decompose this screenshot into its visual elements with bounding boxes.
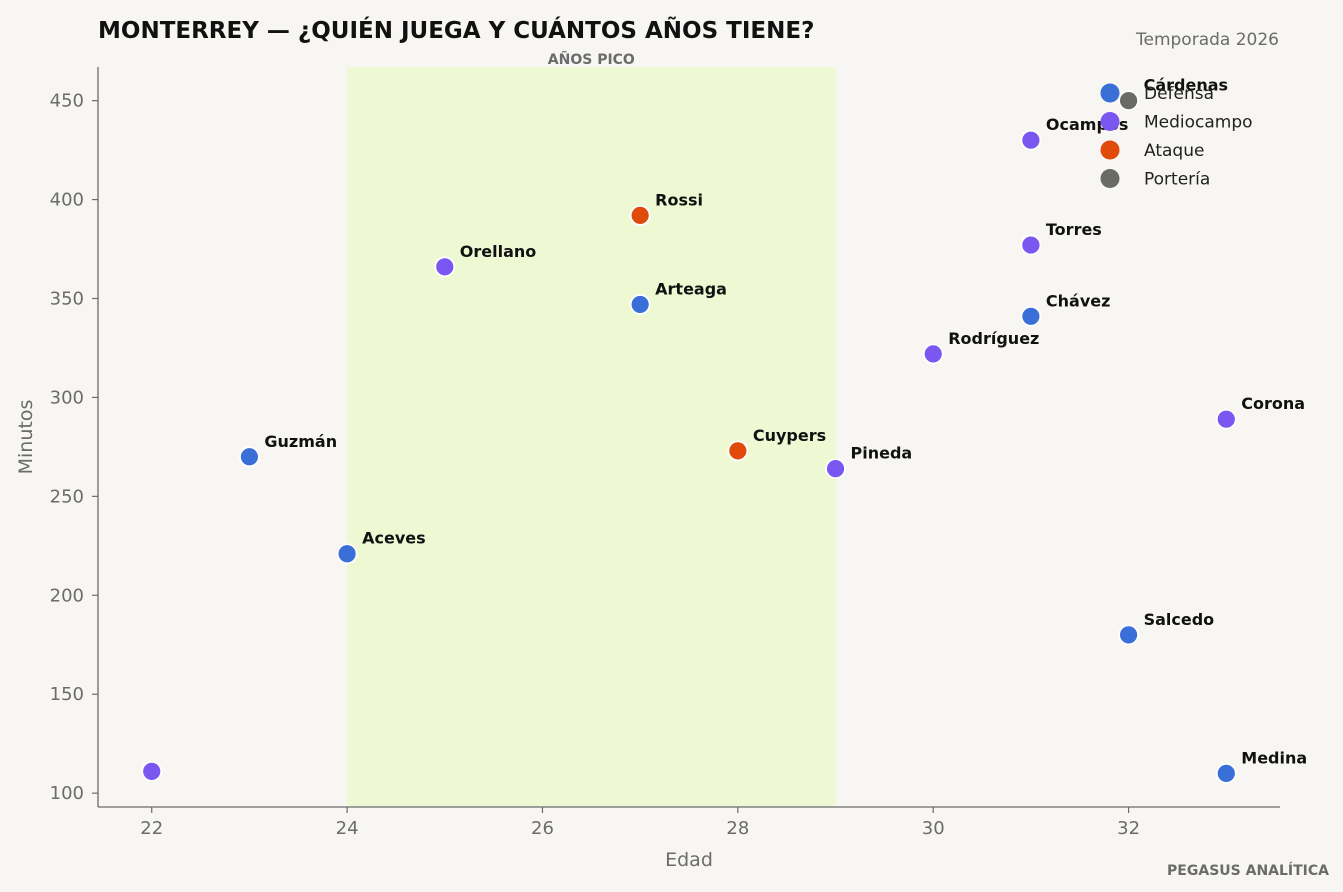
footer-credit: PEGASUS ANALÍTICA xyxy=(1167,862,1329,879)
legend-marker xyxy=(1100,112,1120,131)
chart-title: MONTERREY — ¿QUIÉN JUEGA Y CUÁNTOS AÑOS … xyxy=(98,16,814,44)
y-axis-label: Minutos xyxy=(15,400,37,475)
data-point xyxy=(1020,305,1042,327)
data-point xyxy=(1118,624,1139,646)
data-point xyxy=(434,256,456,278)
y-tick-label: 250 xyxy=(50,486,84,507)
point-label: Rossi xyxy=(655,190,703,209)
peak-years-band-label: AÑOS PICO xyxy=(548,51,635,68)
point-label: Torres xyxy=(1046,220,1102,239)
legend-marker xyxy=(1100,83,1120,103)
point-label: Corona xyxy=(1241,394,1305,413)
axis-ticks: 22 24 26 28 30 32 100 150 200 250 300 350 400 450 xyxy=(50,91,1140,839)
x-tick-label: 26 xyxy=(531,818,554,839)
legend-entry-label: Portería xyxy=(1144,170,1210,190)
data-point xyxy=(1215,762,1237,784)
peak-years-band-layer: AÑOS PICO xyxy=(347,51,836,807)
point-label: Chávez xyxy=(1046,291,1111,310)
x-axis-label: Edad xyxy=(665,849,713,871)
x-tick-label: 28 xyxy=(726,818,749,839)
y-tick-label: 300 xyxy=(50,387,84,408)
data-point xyxy=(825,458,846,480)
x-tick-label: 32 xyxy=(1117,818,1140,839)
data-point xyxy=(727,440,749,462)
y-tick-label: 400 xyxy=(50,190,84,211)
legend-entry-label: Mediocampo xyxy=(1144,113,1253,133)
x-tick-label: 30 xyxy=(922,818,945,839)
point-label: Salcedo xyxy=(1144,610,1215,629)
data-points xyxy=(141,90,1237,784)
y-tick-label: 350 xyxy=(50,288,84,309)
point-label: Cárdenas xyxy=(1144,76,1228,95)
legend-entry-label: Defensa xyxy=(1144,84,1214,104)
peak-years-band xyxy=(347,67,836,807)
point-label: Medina xyxy=(1241,748,1307,767)
data-point xyxy=(141,760,163,782)
y-tick-label: 150 xyxy=(50,684,84,705)
data-point xyxy=(239,446,260,468)
y-tick-label: 200 xyxy=(50,585,84,606)
legend-marker xyxy=(1100,140,1120,160)
point-label: Cuypers xyxy=(753,426,826,445)
point-label: Aceves xyxy=(362,529,426,548)
legend: Defensa Mediocampo Ataque Portería xyxy=(1100,83,1253,190)
point-label: Pineda xyxy=(851,444,913,463)
point-label: Arteaga xyxy=(655,279,727,298)
y-tick-label: 450 xyxy=(50,91,84,112)
data-point xyxy=(629,294,651,315)
point-label: Orellano xyxy=(460,242,537,261)
y-tick-label: 100 xyxy=(50,783,84,804)
legend-entry-label: Ataque xyxy=(1144,141,1204,161)
x-tick-label: 24 xyxy=(336,818,359,839)
x-tick-label: 22 xyxy=(140,818,163,839)
point-label: Rodríguez xyxy=(948,329,1039,348)
data-point xyxy=(629,204,651,226)
chart-subtitle: Temporada 2026 xyxy=(1135,30,1279,50)
data-point xyxy=(1118,90,1139,112)
data-point xyxy=(1020,234,1042,256)
axes xyxy=(97,67,1280,808)
point-labels: Guzmán Aceves Arteaga Chávez Salcedo Medina Or… xyxy=(264,76,1307,768)
legend-marker xyxy=(1100,169,1120,188)
data-point xyxy=(336,543,358,565)
data-point xyxy=(1215,408,1237,430)
data-point xyxy=(1020,129,1042,151)
data-point xyxy=(922,343,944,365)
point-label: Guzmán xyxy=(264,432,337,451)
